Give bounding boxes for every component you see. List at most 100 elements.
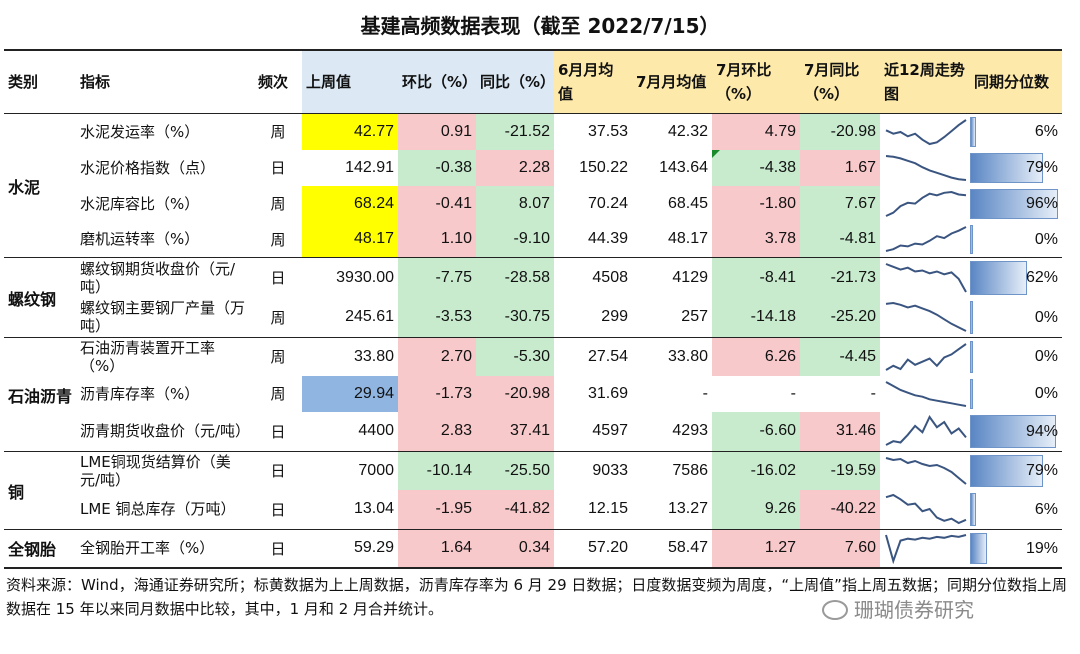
july-mom-cell: -4.38 bbox=[712, 149, 800, 186]
trend-sparkline bbox=[880, 150, 970, 186]
july-mom-cell: 1.27 bbox=[712, 529, 800, 568]
yoy-cell: -21.52 bbox=[476, 113, 554, 150]
percentile-value: 0% bbox=[1034, 385, 1058, 402]
last-week-cell: 42.77 bbox=[302, 113, 398, 150]
june-avg-cell: 12.15 bbox=[587, 500, 628, 518]
table-row: 磨机运转率（%）周 48.17 1.10 -9.10 44.39 48.17 3.78 -4.… bbox=[4, 221, 1062, 258]
indicator-cell: 螺纹钢期货收盘价（元/吨） bbox=[80, 259, 236, 296]
percentile-bar bbox=[970, 378, 973, 409]
category-cell: 水泥 bbox=[8, 177, 41, 197]
table-title: 基建高频数据表现（截至 2022/7/15） bbox=[360, 14, 720, 38]
wow-cell: -1.95 bbox=[398, 489, 476, 530]
percentile-cell: 0% bbox=[970, 376, 1062, 412]
indicator-cell: 沥青期货收盘价（元/吨） bbox=[80, 422, 251, 441]
sparkline-line bbox=[885, 342, 967, 371]
sparkline-svg bbox=[885, 190, 967, 217]
percentile-bar bbox=[970, 261, 1028, 295]
percentile-bar bbox=[970, 414, 1057, 448]
frequency-cell: 周 bbox=[270, 385, 286, 403]
july-mom-cell: -1.80 bbox=[712, 185, 800, 222]
frequency-cell: 日 bbox=[270, 159, 286, 177]
indicator-cell: 水泥库容比（%） bbox=[80, 194, 200, 213]
last-week-cell: 4400 bbox=[358, 422, 394, 440]
july-yoy-cell: -20.98 bbox=[800, 113, 880, 150]
sparkline-line bbox=[885, 494, 967, 525]
trend-sparkline bbox=[880, 222, 970, 258]
header-frequency: 频次 bbox=[258, 73, 289, 91]
july-mom-cell: -8.41 bbox=[712, 257, 800, 298]
july-avg-cell: 58.47 bbox=[667, 539, 708, 557]
table-row: 沥青期货收盘价（元/吨） 日 4400 2.83 37.41 4597 4293 -6.60 3… bbox=[4, 411, 1062, 452]
percentile-bar bbox=[970, 224, 973, 254]
july-yoy-cell: 7.67 bbox=[800, 185, 880, 222]
last-week-cell: 68.24 bbox=[302, 185, 398, 222]
wechat-icon bbox=[822, 600, 848, 620]
watermark-text: 珊瑚债券研究 bbox=[854, 598, 974, 622]
sparkline-svg bbox=[885, 534, 967, 565]
percentile-cell: 19% bbox=[970, 530, 1062, 568]
frequency-cell: 日 bbox=[270, 500, 286, 519]
frequency-cell: 周 bbox=[270, 348, 286, 367]
data-table: 类别 指标 频次 上周值 环比（%） 同比（%） 6月月均值 7月月均值 7月环… bbox=[4, 49, 1062, 569]
table-row: LME 铜总库存（万吨） 日 13.04 -1.95 -41.82 12.15 13.27 9… bbox=[4, 489, 1062, 530]
header-wow: 环比（%） bbox=[398, 50, 476, 114]
header-category: 类别 bbox=[8, 73, 39, 91]
wow-cell: -1.73 bbox=[398, 375, 476, 412]
july-yoy-cell: -4.45 bbox=[800, 337, 880, 376]
sparkline-svg bbox=[885, 302, 967, 333]
category-cell: 全钢胎 bbox=[8, 540, 57, 560]
frequency-cell: 日 bbox=[270, 539, 286, 558]
june-avg-cell: 299 bbox=[601, 308, 628, 326]
trend-sparkline bbox=[880, 258, 970, 298]
sparkline-line bbox=[885, 118, 967, 145]
last-week-cell: 59.29 bbox=[353, 539, 394, 557]
category-cell: 石油沥青 bbox=[8, 386, 73, 406]
june-avg-cell: 150.22 bbox=[579, 158, 628, 176]
percentile-bar bbox=[970, 152, 1043, 183]
wow-cell: 2.70 bbox=[398, 337, 476, 376]
frequency-cell: 日 bbox=[270, 269, 286, 288]
june-avg-cell: 31.69 bbox=[587, 384, 628, 402]
yoy-cell: 0.34 bbox=[476, 529, 554, 568]
yoy-cell: -25.50 bbox=[476, 451, 554, 490]
july-avg-cell: 257 bbox=[681, 308, 708, 326]
july-avg-cell: 13.27 bbox=[667, 500, 708, 518]
percentile-cell: 0% bbox=[970, 298, 1062, 338]
header-last-week: 上周值 bbox=[302, 50, 398, 114]
last-week-cell: 3930.00 bbox=[336, 268, 394, 286]
last-week-cell: 48.17 bbox=[302, 221, 398, 258]
june-avg-cell: 37.53 bbox=[587, 122, 628, 140]
july-avg-cell: 4129 bbox=[672, 268, 708, 286]
percentile-cell: 62% bbox=[970, 258, 1062, 298]
july-mom-cell: 9.26 bbox=[712, 489, 800, 530]
percentile-cell: 96% bbox=[970, 186, 1062, 222]
frequency-cell: 周 bbox=[270, 230, 286, 249]
sparkline-line bbox=[885, 302, 967, 333]
trend-sparkline bbox=[880, 186, 970, 222]
table-row: 铜 LME铜现货结算价（美元/吨） 日 7000 -10.14 -25.50 9033 758… bbox=[4, 451, 1062, 502]
indicator-cell: 磨机运转率（%） bbox=[80, 230, 200, 249]
july-avg-cell: 4293 bbox=[672, 422, 708, 440]
table-row: 水泥 水泥发运率（%） 周 42.77 0.91 -21.52 37.53 42.32 4.79… bbox=[4, 113, 1062, 197]
indicator-cell: 石油沥青装置开工率（%） bbox=[80, 338, 216, 375]
header-indicator: 指标 bbox=[80, 73, 111, 91]
wow-cell: -3.53 bbox=[398, 297, 476, 338]
yoy-cell: -41.82 bbox=[476, 489, 554, 530]
sparkline-line bbox=[885, 456, 967, 485]
yoy-cell: -9.10 bbox=[476, 221, 554, 258]
last-week-cell: 13.04 bbox=[353, 500, 394, 518]
percentile-cell: 79% bbox=[970, 452, 1062, 490]
percentile-cell: 6% bbox=[970, 114, 1062, 150]
july-yoy-cell: -40.22 bbox=[800, 489, 880, 530]
july-mom-cell: -16.02 bbox=[712, 451, 800, 490]
last-week-cell: 33.80 bbox=[353, 347, 394, 365]
percentile-bar bbox=[970, 300, 973, 334]
table-row: 水泥库容比（%） 周 68.24 -0.41 8.07 70.24 68.45 -1.80 7.… bbox=[4, 185, 1062, 222]
july-avg-cell: 143.64 bbox=[659, 158, 708, 176]
july-mom-cell: -6.60 bbox=[712, 411, 800, 452]
sparkline-svg bbox=[885, 154, 967, 181]
percentile-cell: 0% bbox=[970, 222, 1062, 258]
wow-cell: -7.75 bbox=[398, 257, 476, 298]
header-june-avg: 6月月均值 bbox=[554, 50, 632, 114]
sparkline-svg bbox=[885, 380, 967, 407]
